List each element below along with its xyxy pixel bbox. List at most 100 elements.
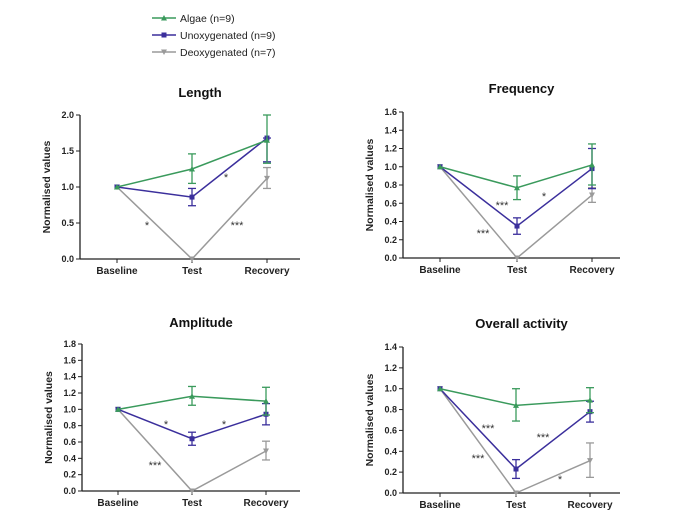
y-tick-label: 1.5 bbox=[61, 146, 74, 156]
y-tick-label: 1.2 bbox=[63, 388, 76, 398]
chart-panel-amplitude: Amplitude Normalised values 0.0 0.2 0.4 0.6 0.… bbox=[43, 315, 300, 509]
y-tick-label: 0.4 bbox=[384, 217, 397, 227]
y-tick-label: 0.0 bbox=[63, 486, 76, 496]
legend-item: Algae (n=9) bbox=[152, 13, 235, 25]
data-point bbox=[514, 184, 520, 191]
chart-title: Amplitude bbox=[169, 315, 233, 330]
data-point bbox=[513, 402, 519, 408]
legend-label: Unoxygenated (n=9) bbox=[180, 30, 275, 42]
y-tick-label: 1.4 bbox=[384, 125, 397, 135]
data-point bbox=[437, 163, 443, 170]
x-tick-label: Test bbox=[506, 500, 526, 511]
y-axis-label: Normalised values bbox=[364, 373, 376, 466]
chart-panel-overall-activity: Overall activity Normalised values 0.0 0.2 0… bbox=[364, 316, 620, 511]
data-point bbox=[264, 175, 270, 182]
data-point bbox=[513, 490, 519, 496]
y-tick-label: 1.4 bbox=[384, 342, 397, 352]
series-line bbox=[439, 388, 591, 471]
significance-annotation: * bbox=[558, 474, 563, 486]
legend-marker bbox=[161, 49, 167, 55]
y-tick-label: 1.0 bbox=[384, 162, 397, 172]
y-tick-label: 0.6 bbox=[384, 425, 397, 435]
y-axis-label: Normalised values bbox=[364, 138, 376, 231]
chart-title: Overall activity bbox=[475, 316, 568, 331]
x-tick-label: Test bbox=[182, 498, 202, 509]
significance-annotation: *** bbox=[537, 432, 551, 444]
significance-annotation: *** bbox=[496, 200, 510, 212]
series-line bbox=[439, 166, 593, 260]
chart-title: Frequency bbox=[489, 81, 556, 96]
data-point bbox=[264, 137, 270, 143]
x-tick-label: Recovery bbox=[243, 498, 288, 509]
chart-panel-length: Length Normalised values 0.0 0.5 1.0 1.5 2.0 Ba… bbox=[41, 85, 300, 277]
data-point bbox=[189, 393, 195, 399]
x-tick-label: Baseline bbox=[97, 498, 139, 509]
y-tick-label: 0.0 bbox=[61, 254, 74, 264]
y-axis-label: Normalised values bbox=[43, 371, 55, 464]
y-tick-label: 0.6 bbox=[63, 437, 76, 447]
series-algae bbox=[437, 143, 596, 201]
data-point bbox=[437, 385, 443, 392]
x-tick-label: Test bbox=[507, 265, 527, 276]
legend-marker bbox=[161, 15, 167, 21]
data-point bbox=[189, 256, 195, 262]
significance-annotation: *** bbox=[482, 423, 496, 435]
y-tick-label: 0.8 bbox=[384, 180, 397, 190]
y-tick-label: 1.6 bbox=[384, 107, 397, 117]
x-tick-label: Recovery bbox=[569, 265, 614, 276]
legend-item: Unoxygenated (n=9) bbox=[152, 30, 275, 42]
y-tick-label: 0.0 bbox=[384, 253, 397, 263]
significance-annotation: *** bbox=[231, 220, 245, 232]
data-point bbox=[189, 194, 195, 200]
data-point bbox=[513, 466, 519, 472]
y-tick-label: 0.8 bbox=[384, 405, 397, 415]
y-tick-label: 0.6 bbox=[384, 198, 397, 208]
data-point bbox=[189, 166, 195, 172]
legend-label: Deoxygenated (n=7) bbox=[180, 47, 275, 59]
data-point bbox=[263, 398, 269, 404]
y-tick-label: 1.0 bbox=[61, 182, 74, 192]
data-point bbox=[263, 448, 269, 454]
series-line bbox=[439, 387, 591, 407]
data-point bbox=[589, 192, 595, 199]
y-tick-label: 0.8 bbox=[63, 421, 76, 431]
data-point bbox=[514, 223, 520, 229]
significance-annotation: * bbox=[224, 172, 229, 184]
y-tick-label: 0.4 bbox=[384, 446, 397, 456]
significance-annotation: *** bbox=[472, 453, 486, 465]
y-tick-label: 1.0 bbox=[63, 404, 76, 414]
x-tick-label: Baseline bbox=[419, 500, 461, 511]
series-algae bbox=[115, 385, 270, 416]
significance-annotation: * bbox=[222, 419, 227, 431]
y-tick-label: 1.4 bbox=[63, 372, 76, 382]
data-point bbox=[189, 488, 195, 494]
x-tick-label: Baseline bbox=[419, 265, 461, 276]
y-axis-label: Normalised values bbox=[41, 140, 53, 233]
y-tick-label: 0.4 bbox=[63, 453, 76, 463]
y-tick-label: 0.2 bbox=[63, 470, 76, 480]
chart-title: Length bbox=[178, 85, 221, 100]
y-tick-label: 1.6 bbox=[63, 355, 76, 365]
data-point bbox=[189, 436, 195, 442]
series-algae bbox=[114, 114, 271, 190]
x-tick-label: Test bbox=[182, 266, 202, 277]
data-point bbox=[514, 255, 520, 261]
x-tick-label: Baseline bbox=[96, 266, 138, 277]
data-point bbox=[587, 458, 593, 464]
data-point bbox=[587, 397, 593, 403]
series-algae bbox=[437, 385, 594, 422]
x-tick-label: Recovery bbox=[567, 500, 612, 511]
significance-annotation: *** bbox=[149, 460, 163, 472]
y-tick-label: 0.2 bbox=[384, 235, 397, 245]
chart-panel-frequency: Frequency Normalised values 0.0 0.2 0.4 0.6 0.… bbox=[364, 81, 620, 276]
y-tick-label: 1.8 bbox=[63, 339, 76, 349]
y-tick-label: 0.0 bbox=[384, 488, 397, 498]
legend-marker bbox=[161, 32, 167, 38]
significance-annotation: *** bbox=[477, 228, 491, 240]
x-tick-label: Recovery bbox=[244, 266, 289, 277]
series-unoxygenated bbox=[115, 402, 270, 446]
y-tick-label: 0.2 bbox=[384, 467, 397, 477]
data-point bbox=[115, 406, 121, 412]
data-point bbox=[589, 161, 595, 168]
